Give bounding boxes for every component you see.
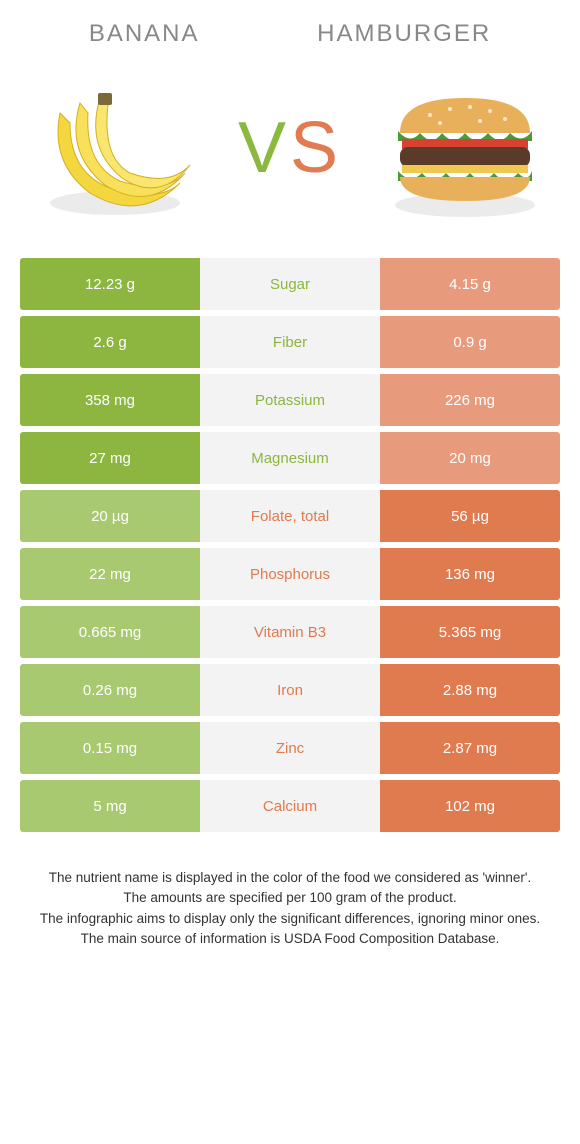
nutrient-row: 0.15 mgZinc2.87 mg (20, 722, 560, 774)
nutrient-row: 5 mgCalcium102 mg (20, 780, 560, 832)
right-value: 4.15 g (380, 258, 560, 310)
left-value: 5 mg (20, 780, 200, 832)
nutrient-label: Potassium (200, 374, 380, 426)
nutrient-row: 358 mgPotassium226 mg (20, 374, 560, 426)
right-value: 2.88 mg (380, 664, 560, 716)
footer-line-3: The infographic aims to display only the… (30, 909, 550, 929)
right-value: 5.365 mg (380, 606, 560, 658)
nutrient-label: Folate, total (200, 490, 380, 542)
footer-line-4: The main source of information is USDA F… (30, 929, 550, 949)
nutrient-row: 0.26 mgIron2.88 mg (20, 664, 560, 716)
nutrient-row: 20 µgFolate, total56 µg (20, 490, 560, 542)
nutrient-label: Fiber (200, 316, 380, 368)
left-value: 27 mg (20, 432, 200, 484)
nutrient-label: Calcium (200, 780, 380, 832)
nutrient-row: 2.6 gFiber0.9 g (20, 316, 560, 368)
nutrient-row: 22 mgPhosphorus136 mg (20, 548, 560, 600)
left-value: 0.26 mg (20, 664, 200, 716)
images-row: VS (0, 58, 580, 258)
footer-line-1: The nutrient name is displayed in the co… (30, 868, 550, 888)
nutrient-row: 12.23 gSugar4.15 g (20, 258, 560, 310)
left-value: 12.23 g (20, 258, 200, 310)
right-value: 102 mg (380, 780, 560, 832)
right-value: 0.9 g (380, 316, 560, 368)
footer-line-2: The amounts are specified per 100 gram o… (30, 888, 550, 908)
banana-image (30, 68, 200, 228)
nutrient-row: 27 mgMagnesium20 mg (20, 432, 560, 484)
right-value: 20 mg (380, 432, 560, 484)
nutrient-label: Phosphorus (200, 548, 380, 600)
nutrient-table: 12.23 gSugar4.15 g2.6 gFiber0.9 g358 mgP… (0, 258, 580, 832)
left-value: 0.15 mg (20, 722, 200, 774)
nutrient-label: Vitamin B3 (200, 606, 380, 658)
right-value: 226 mg (380, 374, 560, 426)
right-value: 2.87 mg (380, 722, 560, 774)
left-value: 2.6 g (20, 316, 200, 368)
nutrient-row: 0.665 mgVitamin B35.365 mg (20, 606, 560, 658)
right-value: 56 µg (380, 490, 560, 542)
left-value: 20 µg (20, 490, 200, 542)
vs-label: VS (238, 107, 342, 189)
left-value: 0.665 mg (20, 606, 200, 658)
vs-v: V (238, 108, 290, 188)
left-food-title: Banana (89, 20, 200, 48)
vs-s: S (290, 108, 342, 188)
hamburger-image (380, 68, 550, 228)
right-value: 136 mg (380, 548, 560, 600)
right-food-title: Hamburger (317, 20, 491, 48)
footer-notes: The nutrient name is displayed in the co… (0, 838, 580, 969)
nutrient-label: Sugar (200, 258, 380, 310)
left-value: 22 mg (20, 548, 200, 600)
nutrient-label: Zinc (200, 722, 380, 774)
left-value: 358 mg (20, 374, 200, 426)
nutrient-label: Magnesium (200, 432, 380, 484)
nutrient-label: Iron (200, 664, 380, 716)
header-row: Banana Hamburger (0, 0, 580, 58)
